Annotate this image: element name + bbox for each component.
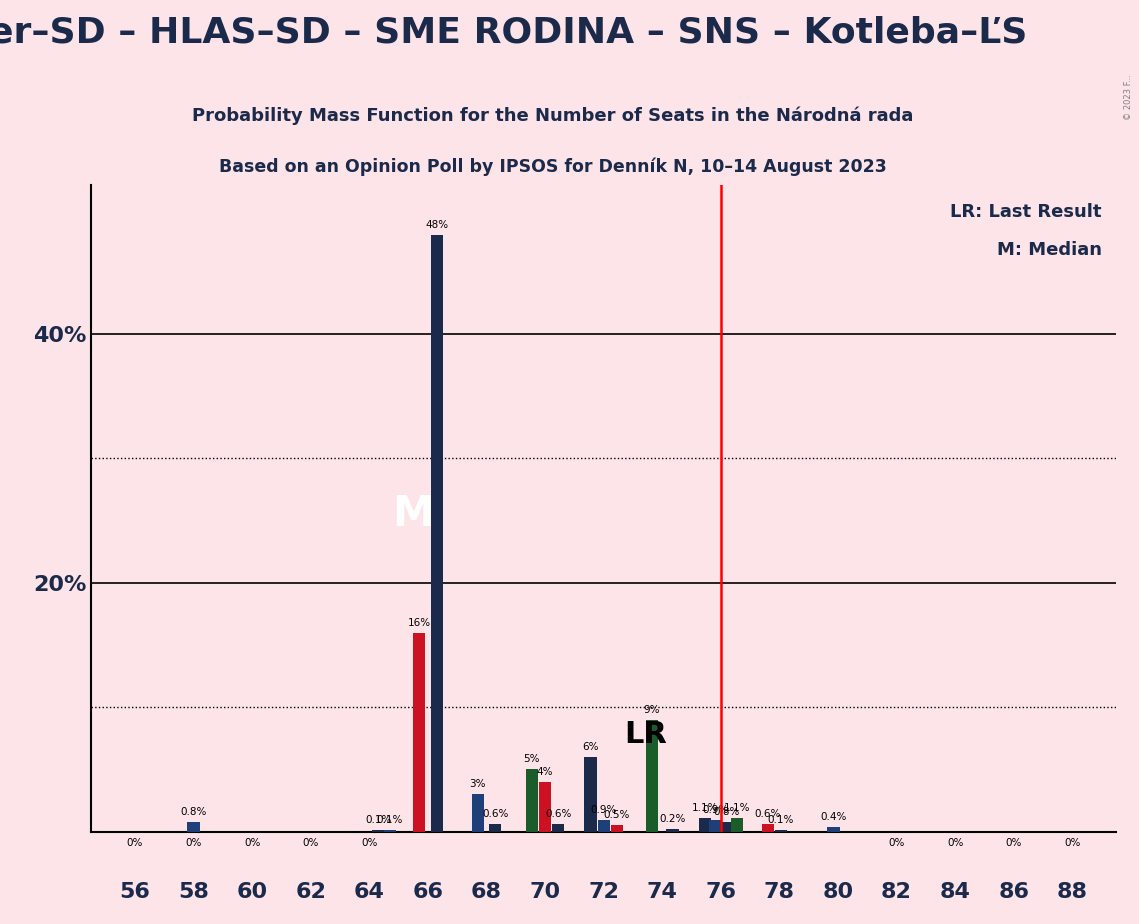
Bar xyxy=(431,235,443,832)
Bar xyxy=(666,829,679,832)
Text: 72: 72 xyxy=(588,882,620,903)
Text: © 2023 F...: © 2023 F... xyxy=(1124,74,1133,120)
Bar xyxy=(698,818,711,832)
Bar xyxy=(526,770,538,832)
Text: 0.6%: 0.6% xyxy=(754,809,781,820)
Text: 66: 66 xyxy=(412,882,443,903)
Text: 74: 74 xyxy=(647,882,678,903)
Bar xyxy=(188,821,199,832)
Text: 16%: 16% xyxy=(408,617,431,627)
Bar xyxy=(720,821,732,832)
Text: 0.8%: 0.8% xyxy=(713,807,739,817)
Text: 70: 70 xyxy=(530,882,560,903)
Bar xyxy=(584,757,597,832)
Text: 76: 76 xyxy=(705,882,736,903)
Bar xyxy=(646,720,658,832)
Bar xyxy=(611,825,623,832)
Bar xyxy=(775,831,787,832)
Text: 4%: 4% xyxy=(536,767,554,777)
Bar xyxy=(762,824,773,832)
Text: M: Median: M: Median xyxy=(997,241,1101,259)
Text: 0%: 0% xyxy=(186,838,202,848)
Text: 0.9%: 0.9% xyxy=(703,806,729,815)
Text: 48%: 48% xyxy=(425,220,449,229)
Text: 84: 84 xyxy=(940,882,970,903)
Text: 0.1%: 0.1% xyxy=(377,815,403,825)
Text: 68: 68 xyxy=(472,882,502,903)
Text: 0.1%: 0.1% xyxy=(768,815,794,825)
Text: 0.8%: 0.8% xyxy=(180,807,207,817)
Bar xyxy=(552,824,565,832)
Text: 1.1%: 1.1% xyxy=(691,803,718,813)
Bar xyxy=(827,827,839,832)
Bar xyxy=(539,782,551,832)
Bar xyxy=(489,824,501,832)
Bar xyxy=(731,818,743,832)
Bar xyxy=(413,633,425,832)
Text: LR: Last Result: LR: Last Result xyxy=(950,203,1101,222)
Text: 60: 60 xyxy=(237,882,268,903)
Text: er–SD – HLAS–SD – SME RODINA – SNS – Kotleba–ĽS: er–SD – HLAS–SD – SME RODINA – SNS – Kot… xyxy=(0,16,1027,49)
Text: 0%: 0% xyxy=(888,838,904,848)
Bar xyxy=(472,795,484,832)
Text: 0%: 0% xyxy=(1064,838,1081,848)
Text: 0%: 0% xyxy=(126,838,144,848)
Text: 86: 86 xyxy=(998,882,1030,903)
Text: Probability Mass Function for the Number of Seats in the Národná rada: Probability Mass Function for the Number… xyxy=(191,106,913,125)
Bar xyxy=(598,821,609,832)
Text: 0.1%: 0.1% xyxy=(364,815,392,825)
Bar xyxy=(372,831,384,832)
Text: 0.4%: 0.4% xyxy=(820,811,846,821)
Text: 56: 56 xyxy=(120,882,150,903)
Bar xyxy=(384,831,396,832)
Text: 0.6%: 0.6% xyxy=(482,809,508,820)
Text: 62: 62 xyxy=(295,882,326,903)
Text: 0%: 0% xyxy=(244,838,261,848)
Text: 0%: 0% xyxy=(1006,838,1022,848)
Text: 80: 80 xyxy=(822,882,853,903)
Text: 0.9%: 0.9% xyxy=(590,806,617,815)
Bar xyxy=(710,821,722,832)
Text: 9%: 9% xyxy=(644,705,661,714)
Text: 78: 78 xyxy=(764,882,795,903)
Text: 0.2%: 0.2% xyxy=(659,814,686,824)
Text: 0%: 0% xyxy=(361,838,377,848)
Text: 1.1%: 1.1% xyxy=(723,803,751,813)
Text: 0%: 0% xyxy=(947,838,964,848)
Text: 3%: 3% xyxy=(469,779,486,789)
Text: 64: 64 xyxy=(354,882,385,903)
Text: 0%: 0% xyxy=(303,838,319,848)
Text: 6%: 6% xyxy=(582,742,599,752)
Text: LR: LR xyxy=(624,720,667,749)
Text: 0.5%: 0.5% xyxy=(604,810,630,821)
Text: M: M xyxy=(393,493,434,535)
Text: Based on an Opinion Poll by IPSOS for Denník N, 10–14 August 2023: Based on an Opinion Poll by IPSOS for De… xyxy=(219,157,886,176)
Text: 5%: 5% xyxy=(524,754,540,764)
Text: 0.6%: 0.6% xyxy=(546,809,572,820)
Text: 88: 88 xyxy=(1057,882,1088,903)
Text: 58: 58 xyxy=(178,882,210,903)
Text: 82: 82 xyxy=(882,882,912,903)
